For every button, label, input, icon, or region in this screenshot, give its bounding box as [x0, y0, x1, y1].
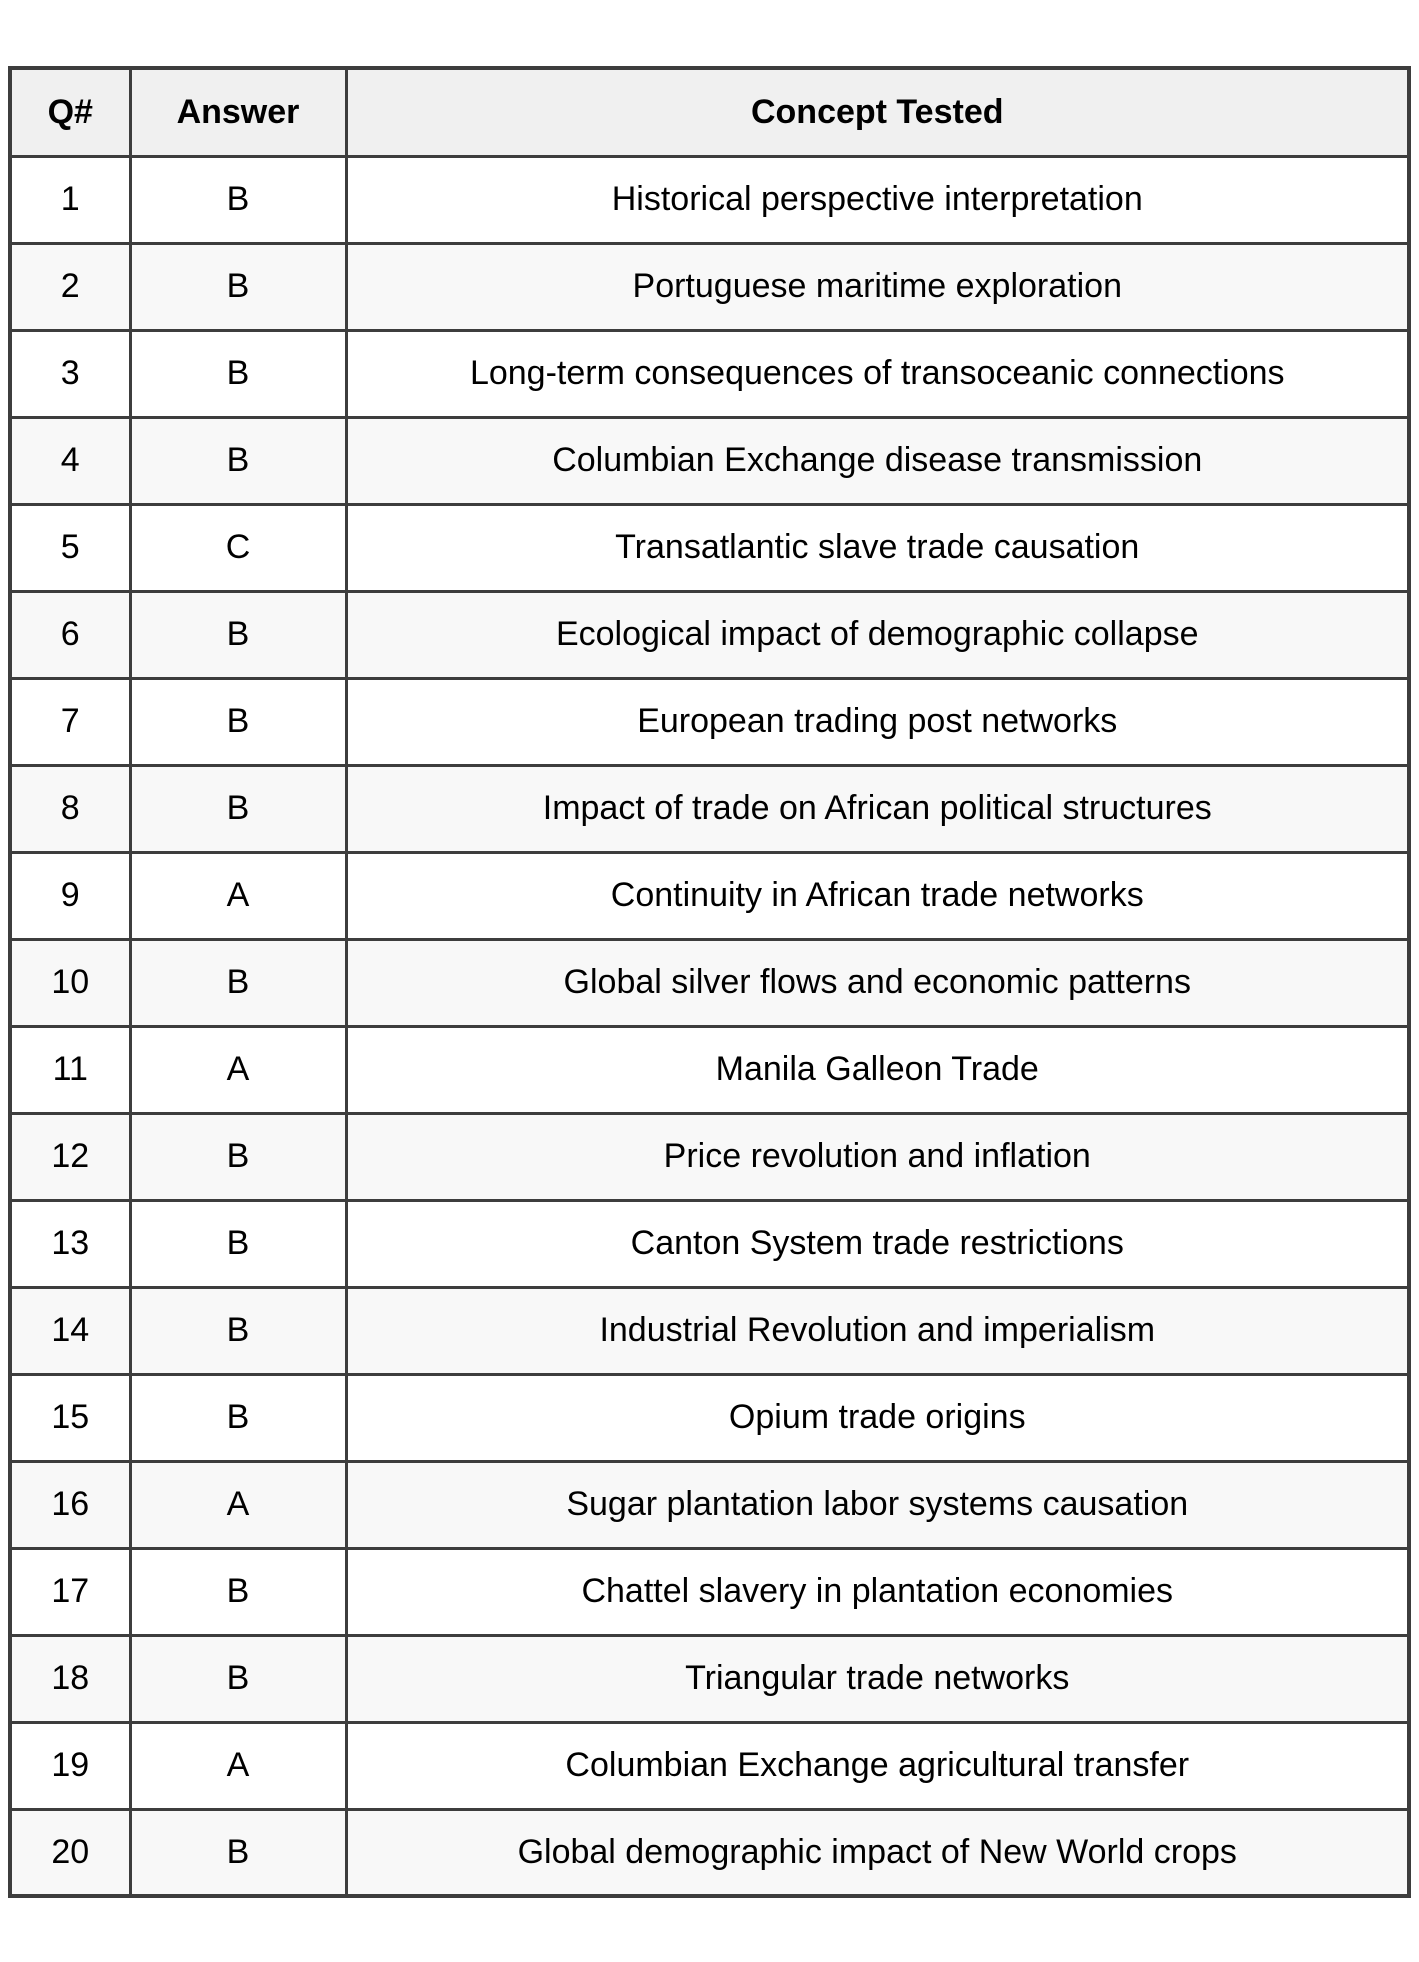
concept-cell: Price revolution and inflation: [344, 1111, 1411, 1202]
table-row: 11 A Manila Galleon Trade: [8, 1024, 1411, 1115]
answer-cell: B: [128, 1372, 348, 1463]
answer-cell: B: [128, 589, 348, 680]
answer-cell: B: [128, 1546, 348, 1637]
q-number-cell: 19: [8, 1720, 132, 1811]
concept-cell: Sugar plantation labor systems causation: [344, 1459, 1411, 1550]
q-number-cell: 16: [8, 1459, 132, 1550]
table-row: 12 B Price revolution and inflation: [8, 1111, 1411, 1202]
table-row: 4 B Columbian Exchange disease transmissio…: [8, 415, 1411, 506]
concept-cell: Historical perspective interpretation: [344, 154, 1411, 245]
table-row: 10 B Global silver flows and economic patt…: [8, 937, 1411, 1028]
concept-cell: Global demographic impact of New World c…: [344, 1807, 1411, 1898]
answer-cell: A: [128, 850, 348, 941]
concept-cell: Transatlantic slave trade causation: [344, 502, 1411, 593]
table-row: 18 B Triangular trade networks: [8, 1633, 1411, 1724]
table-row: 7 B European trading post networks: [8, 676, 1411, 767]
q-number-cell: 3: [8, 328, 132, 419]
answer-cell: B: [128, 1807, 348, 1898]
table-row: 6 B Ecological impact of demographic colla…: [8, 589, 1411, 680]
table-row: 19 A Columbian Exchange agricultural trans…: [8, 1720, 1411, 1811]
answer-cell: B: [128, 154, 348, 245]
concept-cell: Manila Galleon Trade: [344, 1024, 1411, 1115]
table-row: 16 A Sugar plantation labor systems causat…: [8, 1459, 1411, 1550]
answer-cell: C: [128, 502, 348, 593]
answer-key-header: Q# Answer Concept Tested: [8, 66, 1411, 158]
concept-cell: Opium trade origins: [344, 1372, 1411, 1463]
answer-cell: A: [128, 1459, 348, 1550]
q-number-cell: 11: [8, 1024, 132, 1115]
concept-cell: European trading post networks: [344, 676, 1411, 767]
q-number-cell: 13: [8, 1198, 132, 1289]
q-number-cell: 8: [8, 763, 132, 854]
q-number-cell: 20: [8, 1807, 132, 1898]
answer-cell: B: [128, 241, 348, 332]
answer-cell: B: [128, 1111, 348, 1202]
answer-cell: B: [128, 328, 348, 419]
page: Q# Answer Concept Tested 1 B Historical pe…: [8, 66, 1411, 1898]
answer-cell: A: [128, 1720, 348, 1811]
header-concept-tested: Concept Tested: [344, 66, 1411, 158]
concept-cell: Portuguese maritime exploration: [344, 241, 1411, 332]
q-number-cell: 7: [8, 676, 132, 767]
q-number-cell: 6: [8, 589, 132, 680]
q-number-cell: 1: [8, 154, 132, 245]
q-number-cell: 2: [8, 241, 132, 332]
answer-cell: B: [128, 415, 348, 506]
table-row: 14 B Industrial Revolution and imperialism: [8, 1285, 1411, 1376]
q-number-cell: 4: [8, 415, 132, 506]
concept-cell: Long-term consequences of transoceanic c…: [344, 328, 1411, 419]
table-row: 1 B Historical perspective interpretation: [8, 154, 1411, 245]
table-row: 5 C Transatlantic slave trade causation: [8, 502, 1411, 593]
header-answer: Answer: [128, 66, 348, 158]
answer-key-body: 1 B Historical perspective interpretation 2…: [8, 154, 1411, 1898]
answer-key-table: Q# Answer Concept Tested 1 B Historical pe…: [8, 66, 1411, 1898]
table-row: 13 B Canton System trade restrictions: [8, 1198, 1411, 1289]
concept-cell: Triangular trade networks: [344, 1633, 1411, 1724]
answer-cell: B: [128, 1198, 348, 1289]
q-number-cell: 10: [8, 937, 132, 1028]
table-row: 9 A Continuity in African trade networks: [8, 850, 1411, 941]
concept-cell: Continuity in African trade networks: [344, 850, 1411, 941]
concept-cell: Columbian Exchange agricultural transfer: [344, 1720, 1411, 1811]
concept-cell: Industrial Revolution and imperialism: [344, 1285, 1411, 1376]
concept-cell: Columbian Exchange disease transmission: [344, 415, 1411, 506]
concept-cell: Canton System trade restrictions: [344, 1198, 1411, 1289]
q-number-cell: 5: [8, 502, 132, 593]
concept-cell: Ecological impact of demographic collaps…: [344, 589, 1411, 680]
table-row: 8 B Impact of trade on African political s…: [8, 763, 1411, 854]
concept-cell: Chattel slavery in plantation economies: [344, 1546, 1411, 1637]
table-row: 17 B Chattel slavery in plantation economi…: [8, 1546, 1411, 1637]
header-row: Q# Answer Concept Tested: [8, 66, 1411, 158]
table-row: 15 B Opium trade origins: [8, 1372, 1411, 1463]
q-number-cell: 17: [8, 1546, 132, 1637]
table-row: 3 B Long-term consequences of transoceanic…: [8, 328, 1411, 419]
concept-cell: Global silver flows and economic pattern…: [344, 937, 1411, 1028]
table-row: 2 B Portuguese maritime exploration: [8, 241, 1411, 332]
q-number-cell: 12: [8, 1111, 132, 1202]
header-q-number: Q#: [8, 66, 132, 158]
answer-cell: B: [128, 1285, 348, 1376]
q-number-cell: 9: [8, 850, 132, 941]
q-number-cell: 18: [8, 1633, 132, 1724]
q-number-cell: 14: [8, 1285, 132, 1376]
answer-cell: A: [128, 1024, 348, 1115]
answer-cell: B: [128, 1633, 348, 1724]
answer-cell: B: [128, 763, 348, 854]
answer-cell: B: [128, 937, 348, 1028]
table-row: 20 B Global demographic impact of New Worl…: [8, 1807, 1411, 1898]
concept-cell: Impact of trade on African political str…: [344, 763, 1411, 854]
q-number-cell: 15: [8, 1372, 132, 1463]
answer-cell: B: [128, 676, 348, 767]
